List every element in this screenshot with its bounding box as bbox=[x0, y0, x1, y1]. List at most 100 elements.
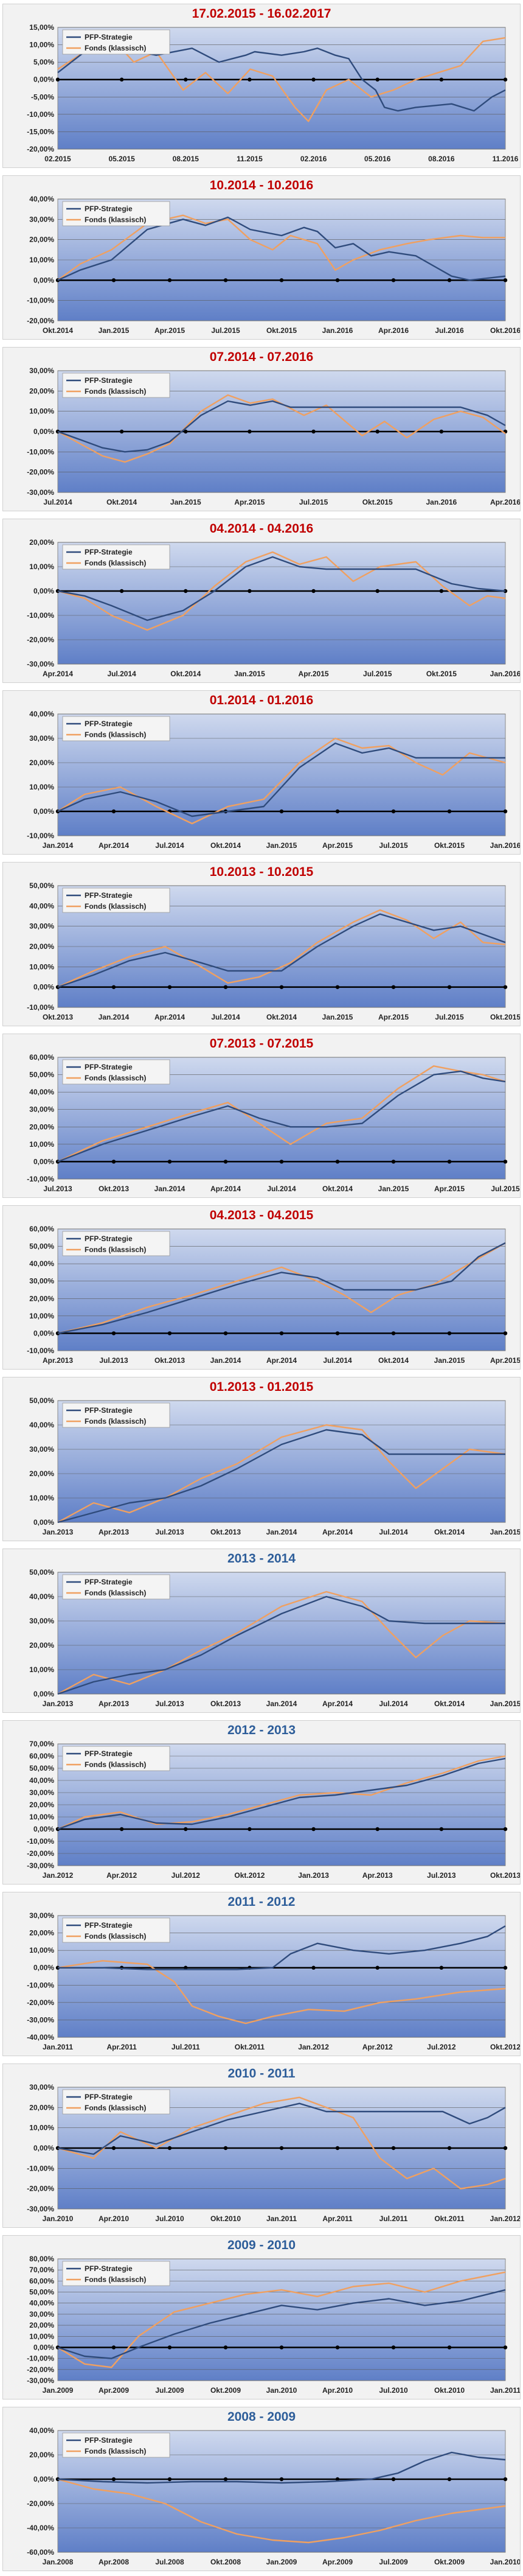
x-tick-label: Jan.2014 bbox=[210, 1356, 241, 1365]
y-tick-label: -20,00% bbox=[27, 2365, 54, 2374]
zero-line-marker bbox=[391, 1331, 396, 1335]
series-line-strategy bbox=[57, 2289, 506, 2359]
chart-panel: 2009 - 2010 -30,00% -20,00% -10,00% 0,00% 10,… bbox=[2, 2235, 521, 2399]
legend-label-fund: Fonds (klassisch) bbox=[85, 387, 146, 396]
chart-title: 10.2014 - 10.2016 bbox=[209, 178, 314, 192]
y-tick-label: -10,00% bbox=[27, 447, 54, 456]
x-tick-label: Apr.2016 bbox=[490, 498, 520, 506]
zero-line-marker bbox=[311, 77, 316, 82]
y-tick-label: 0,00% bbox=[33, 807, 54, 816]
x-tick-label: Jul.2009 bbox=[379, 2558, 408, 2566]
y-tick-label: -20,00% bbox=[27, 145, 54, 153]
legend-label-fund: Fonds (klassisch) bbox=[85, 1417, 146, 1426]
legend-label-fund: Fonds (klassisch) bbox=[85, 215, 146, 224]
zero-line-marker bbox=[279, 2146, 284, 2151]
zero-line-marker bbox=[279, 1331, 284, 1335]
legend-label-strategy: PFP-Strategie bbox=[85, 2264, 133, 2273]
y-tick-label: -20,00% bbox=[27, 2185, 54, 2193]
zero-line-marker bbox=[447, 1160, 452, 1164]
x-tick-label: Jan.2012 bbox=[43, 1871, 74, 1880]
y-tick-label: -10,00% bbox=[27, 1175, 54, 1183]
legend-label-fund: Fonds (klassisch) bbox=[85, 730, 146, 739]
zero-line-marker bbox=[184, 77, 188, 82]
x-tick-label: 02.2016 bbox=[300, 155, 327, 163]
x-tick-label: Apr.2014 bbox=[154, 1013, 185, 1021]
x-tick-label: Jul.2014 bbox=[43, 498, 72, 506]
zero-line-marker bbox=[167, 278, 172, 282]
series-line-fund bbox=[57, 1065, 506, 1163]
x-tick-label: Jul.2013 bbox=[155, 1699, 184, 1708]
x-tick-label: Okt.2013 bbox=[99, 1185, 129, 1193]
y-tick-label: 10,00% bbox=[29, 407, 54, 416]
x-tick-label: Okt.2012 bbox=[490, 2043, 520, 2051]
x-tick-label: Okt.2010 bbox=[210, 2214, 241, 2223]
chart-panel: 17.02.2015 - 16.02.2017 -20,00% -15,00% -10… bbox=[2, 4, 521, 168]
legend-box bbox=[62, 887, 170, 913]
x-tick-label: Okt.2013 bbox=[154, 1356, 185, 1365]
x-tick-label: Jan.2010 bbox=[43, 2214, 74, 2223]
chart-svg: -10,00% 0,00% 10,00% 20,00% 30,00% 40,00% 50,0… bbox=[27, 1225, 520, 1365]
y-tick-label: 30,00% bbox=[29, 1788, 54, 1797]
y-tick-label: 10,00% bbox=[29, 783, 54, 791]
y-tick-label: 40,00% bbox=[29, 1259, 54, 1268]
x-tick-label: Jul.2013 bbox=[43, 1185, 72, 1193]
x-tick-label: Okt.2015 bbox=[490, 1013, 520, 1021]
y-tick-label: 10,00% bbox=[29, 1312, 54, 1320]
y-tick-label: 0,00% bbox=[33, 276, 54, 284]
y-tick-label: 20,00% bbox=[29, 539, 54, 547]
series-line-strategy bbox=[57, 216, 506, 281]
series-line-strategy bbox=[57, 2451, 506, 2484]
y-tick-label: -10,00% bbox=[27, 1003, 54, 1012]
zero-line-marker bbox=[335, 2477, 340, 2482]
x-tick-label: Jul.2012 bbox=[427, 2043, 456, 2051]
zero-line-marker bbox=[375, 589, 379, 593]
zero-line-marker bbox=[223, 1331, 228, 1335]
x-tick-label: Jul.2014 bbox=[155, 841, 184, 850]
zero-line-marker bbox=[279, 809, 284, 814]
y-tick-label: -20,00% bbox=[27, 1998, 54, 2007]
zero-line-marker bbox=[391, 809, 396, 814]
y-tick-label: 20,00% bbox=[29, 2321, 54, 2329]
y-tick-label: 10,00% bbox=[29, 1946, 54, 1955]
x-tick-label: Jan.2014 bbox=[266, 1699, 297, 1708]
zero-line-marker bbox=[447, 985, 452, 989]
legend-label-fund: Fonds (klassisch) bbox=[85, 1589, 146, 1597]
x-tick-label: Okt.2014 bbox=[43, 326, 73, 335]
x-tick-label: Jan.2015 bbox=[490, 1528, 520, 1536]
x-tick-label: 05.2015 bbox=[108, 155, 135, 163]
legend-box bbox=[62, 1917, 170, 1943]
x-tick-label: Jul.2015 bbox=[211, 326, 240, 335]
legend-label-fund: Fonds (klassisch) bbox=[85, 1074, 146, 1082]
chart-title: 2012 - 2013 bbox=[227, 1723, 296, 1737]
zero-line-marker bbox=[111, 2345, 116, 2350]
x-tick-label: Jan.2013 bbox=[43, 1699, 74, 1708]
x-tick-label: Apr.2012 bbox=[106, 1871, 137, 1880]
legend-box bbox=[62, 1746, 170, 1771]
x-tick-label: Okt.2014 bbox=[434, 1528, 465, 1536]
series-line-strategy bbox=[57, 2102, 506, 2155]
zero-line-marker bbox=[503, 77, 508, 82]
zero-line-marker bbox=[167, 2477, 172, 2482]
zero-line-marker bbox=[503, 1965, 508, 1970]
x-tick-label: Okt.2011 bbox=[434, 2214, 465, 2223]
x-tick-label: Jan.2009 bbox=[43, 2386, 74, 2395]
zero-line-marker bbox=[184, 1827, 188, 1832]
x-tick-label: Okt.2013 bbox=[43, 1013, 73, 1021]
y-tick-label: 5,00% bbox=[33, 58, 54, 66]
zero-line-marker bbox=[335, 2146, 340, 2151]
x-tick-label: Okt.2009 bbox=[210, 2386, 241, 2395]
y-tick-label: 50,00% bbox=[29, 1071, 54, 1079]
zero-line-marker bbox=[447, 1331, 452, 1335]
y-tick-label: 0,00% bbox=[33, 427, 54, 436]
chart-title: 2013 - 2014 bbox=[227, 1552, 296, 1566]
y-tick-label: 70,00% bbox=[29, 2266, 54, 2274]
x-tick-label: Jan.2015 bbox=[378, 1185, 409, 1193]
chart-svg: 0,00% 10,00% 20,00% 30,00% 40,00% 50,00% Jan.2… bbox=[29, 1569, 520, 1708]
y-tick-label: 50,00% bbox=[29, 1569, 54, 1577]
series-line-strategy bbox=[57, 1242, 506, 1334]
y-tick-label: 0,00% bbox=[33, 1518, 54, 1527]
x-tick-label: Jul.2014 bbox=[379, 1528, 408, 1536]
series-line-strategy bbox=[57, 1757, 506, 1830]
y-tick-label: 10,00% bbox=[29, 1494, 54, 1502]
x-tick-label: Jul.2013 bbox=[427, 1871, 456, 1880]
